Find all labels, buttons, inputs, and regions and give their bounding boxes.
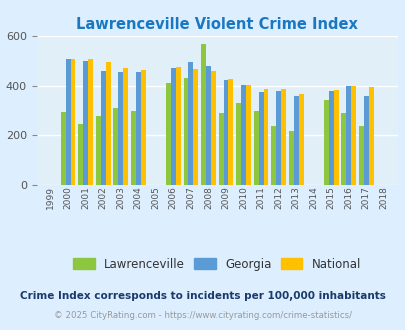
Bar xyxy=(205,66,210,185)
Bar xyxy=(61,112,66,185)
Bar xyxy=(113,108,118,185)
Bar xyxy=(70,59,75,185)
Title: Lawrenceville Violent Crime Index: Lawrenceville Violent Crime Index xyxy=(76,17,357,32)
Bar xyxy=(100,71,105,185)
Text: Crime Index corresponds to incidents per 100,000 inhabitants: Crime Index corresponds to incidents per… xyxy=(20,291,385,301)
Bar xyxy=(350,86,355,185)
Bar xyxy=(263,89,268,185)
Bar xyxy=(280,89,285,185)
Bar xyxy=(136,72,141,185)
Bar xyxy=(358,126,363,185)
Bar xyxy=(66,59,70,185)
Bar xyxy=(271,126,275,185)
Bar xyxy=(298,94,303,185)
Bar xyxy=(253,111,258,185)
Bar xyxy=(368,87,373,185)
Legend: Lawrenceville, Georgia, National: Lawrenceville, Georgia, National xyxy=(68,253,365,276)
Bar xyxy=(241,85,245,185)
Bar xyxy=(141,70,145,185)
Text: © 2025 CityRating.com - https://www.cityrating.com/crime-statistics/: © 2025 CityRating.com - https://www.city… xyxy=(54,312,351,320)
Bar xyxy=(258,92,263,185)
Bar xyxy=(223,80,228,185)
Bar xyxy=(328,91,333,185)
Bar xyxy=(88,59,93,185)
Bar xyxy=(105,62,110,185)
Bar xyxy=(130,111,136,185)
Bar xyxy=(118,72,123,185)
Bar xyxy=(288,131,293,185)
Bar xyxy=(236,103,241,185)
Bar xyxy=(83,61,88,185)
Bar xyxy=(228,79,233,185)
Bar xyxy=(193,69,198,185)
Bar xyxy=(175,68,180,185)
Bar xyxy=(183,78,188,185)
Bar xyxy=(218,113,223,185)
Bar xyxy=(245,85,250,185)
Bar xyxy=(333,90,338,185)
Bar xyxy=(293,96,298,185)
Bar xyxy=(363,96,368,185)
Bar xyxy=(341,113,345,185)
Bar xyxy=(78,124,83,185)
Bar xyxy=(323,100,328,185)
Bar xyxy=(275,91,280,185)
Bar xyxy=(171,69,175,185)
Bar xyxy=(345,86,350,185)
Bar xyxy=(166,83,171,185)
Bar xyxy=(200,44,205,185)
Bar xyxy=(123,68,128,185)
Bar xyxy=(210,72,215,185)
Bar xyxy=(96,116,100,185)
Bar xyxy=(188,62,193,185)
